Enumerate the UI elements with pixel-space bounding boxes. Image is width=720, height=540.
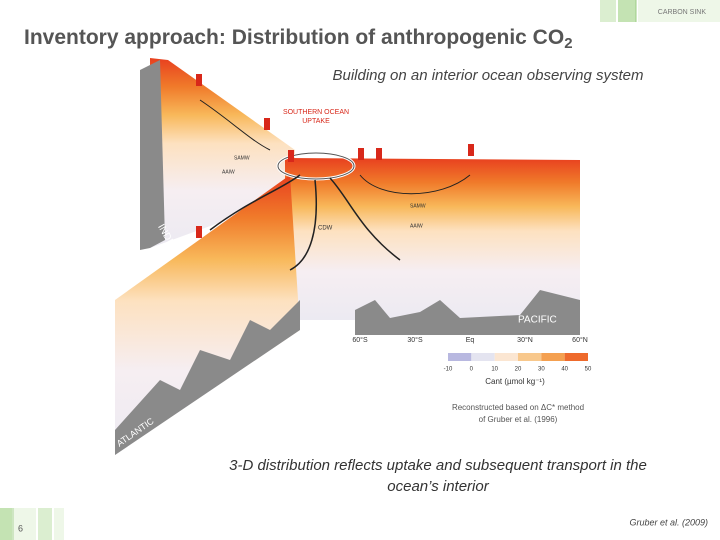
colorbar-tick-label: 20 xyxy=(515,367,522,373)
latitude-label: 30°N xyxy=(517,336,533,344)
cdw-label: CDW xyxy=(318,226,333,232)
colorbar-swatch xyxy=(518,353,542,361)
top-decoration xyxy=(600,0,720,22)
colorbar-swatch xyxy=(564,353,588,361)
colorbar-tick-label: 0 xyxy=(470,367,474,373)
summary: 3-D distribution reflects uptake and sub… xyxy=(229,457,647,495)
figure: SOUTHERN OCEAN UPTAKE INDIAN PACIFIC ATLA… xyxy=(115,58,592,455)
aaiw-indian-label: AAIW xyxy=(222,169,235,175)
colorbar-swatch xyxy=(494,353,518,361)
latitude-label: 60°S xyxy=(352,336,368,344)
uptake-ring-outline xyxy=(277,152,355,180)
aaiw-label: AAIW xyxy=(410,223,423,229)
colorbar-swatch xyxy=(471,353,495,361)
samw-indian-label: SAMW xyxy=(234,155,250,161)
indian-bathymetry xyxy=(140,60,165,250)
colorbar-tick-label: 40 xyxy=(561,367,568,373)
colorbar-tick-label: 30 xyxy=(538,367,545,373)
latitude-label: Eq xyxy=(466,337,475,344)
subtitle: Building on an interior ocean observing … xyxy=(332,67,643,84)
colorbar-tick-label: -10 xyxy=(444,367,453,373)
colorbar-tick-label: 50 xyxy=(585,367,592,373)
section-tag: CARBON SINK xyxy=(658,9,707,16)
colorbar-tick-label: 10 xyxy=(491,367,498,373)
latitude-label: 30°S xyxy=(407,336,423,344)
uptake-markers xyxy=(196,74,474,238)
pacific-label: PACIFIC xyxy=(518,315,557,326)
colorbar: -10 0 10 20 30 40 50 xyxy=(444,353,592,373)
circulation-arrows xyxy=(209,174,401,271)
caption: Reconstructed based on ΔC* method of Grub… xyxy=(452,403,584,424)
latitude-labels: 60°S 30°S Eq 30°N 60°N xyxy=(352,336,587,344)
colorbar-swatch xyxy=(448,353,472,361)
atlantic-bathymetry xyxy=(115,300,300,455)
latitude-label: 60°N xyxy=(572,336,588,344)
bottom-decoration xyxy=(0,508,64,540)
colorbar-label: Cant (µmol kg⁻¹) xyxy=(485,377,545,386)
circulation-lines xyxy=(199,99,471,195)
citation: Gruber et al. (2009) xyxy=(629,517,708,527)
pacific-section xyxy=(285,158,580,320)
uptake-label: SOUTHERN OCEAN UPTAKE xyxy=(283,109,349,125)
colorbar-swatch xyxy=(541,353,565,361)
pacific-bathymetry xyxy=(355,290,580,335)
samw-label: SAMW xyxy=(410,203,426,209)
page-number: 6 xyxy=(18,523,23,533)
slide-title: Inventory approach: Distribution of anth… xyxy=(24,26,573,52)
